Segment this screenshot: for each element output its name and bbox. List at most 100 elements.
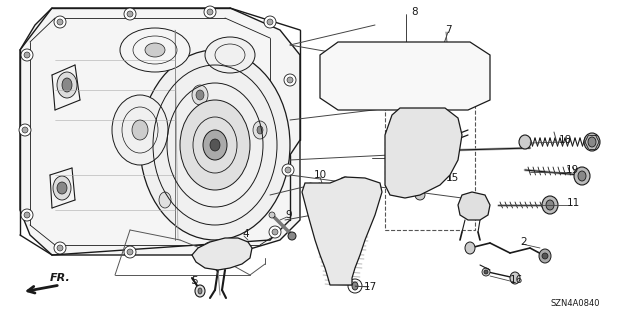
Text: 10: 10: [314, 170, 326, 180]
Ellipse shape: [413, 105, 423, 115]
Text: FR.: FR.: [50, 273, 71, 283]
Text: 12: 12: [209, 259, 221, 269]
Ellipse shape: [132, 120, 148, 140]
Text: 13: 13: [333, 188, 347, 198]
Ellipse shape: [257, 126, 263, 134]
Ellipse shape: [446, 59, 470, 87]
Ellipse shape: [124, 8, 136, 20]
Ellipse shape: [21, 49, 33, 61]
Ellipse shape: [578, 171, 586, 181]
Ellipse shape: [21, 209, 33, 221]
Ellipse shape: [542, 253, 548, 259]
Text: 5: 5: [191, 276, 197, 286]
Ellipse shape: [452, 66, 464, 80]
Text: 3: 3: [397, 60, 403, 70]
Ellipse shape: [287, 77, 293, 83]
Ellipse shape: [285, 167, 291, 173]
Text: 4: 4: [243, 229, 250, 239]
Ellipse shape: [57, 245, 63, 251]
Ellipse shape: [284, 74, 296, 86]
Text: 17: 17: [364, 282, 376, 292]
Ellipse shape: [352, 282, 358, 290]
Ellipse shape: [196, 90, 204, 100]
Ellipse shape: [414, 161, 426, 175]
Ellipse shape: [124, 246, 136, 258]
Ellipse shape: [127, 11, 133, 17]
Text: SZN4A0840: SZN4A0840: [550, 299, 600, 308]
Text: 9: 9: [285, 210, 292, 220]
Ellipse shape: [205, 37, 255, 73]
Ellipse shape: [57, 182, 67, 194]
Ellipse shape: [484, 270, 488, 274]
Ellipse shape: [465, 242, 475, 254]
Ellipse shape: [415, 190, 425, 200]
Ellipse shape: [264, 16, 276, 28]
Text: 6: 6: [388, 153, 396, 163]
Text: 1: 1: [468, 195, 476, 205]
Ellipse shape: [574, 167, 590, 185]
Ellipse shape: [210, 139, 220, 151]
Ellipse shape: [24, 212, 30, 218]
Ellipse shape: [57, 19, 63, 25]
Ellipse shape: [204, 242, 216, 254]
Ellipse shape: [510, 272, 520, 284]
Ellipse shape: [588, 137, 596, 147]
Ellipse shape: [54, 242, 66, 254]
Ellipse shape: [180, 100, 250, 190]
Text: 16: 16: [509, 275, 523, 285]
Ellipse shape: [272, 229, 278, 235]
Ellipse shape: [253, 121, 267, 139]
Text: 11: 11: [566, 198, 580, 208]
Ellipse shape: [267, 19, 273, 25]
Ellipse shape: [269, 226, 281, 238]
Ellipse shape: [19, 124, 31, 136]
Text: 8: 8: [412, 7, 419, 17]
Ellipse shape: [214, 249, 222, 257]
Ellipse shape: [542, 196, 558, 214]
Ellipse shape: [519, 135, 531, 149]
Text: 7: 7: [445, 25, 451, 35]
Ellipse shape: [53, 176, 71, 200]
Ellipse shape: [127, 249, 133, 255]
Ellipse shape: [62, 78, 72, 92]
Ellipse shape: [192, 85, 208, 105]
Polygon shape: [302, 177, 382, 285]
Ellipse shape: [159, 192, 171, 208]
Text: 15: 15: [445, 173, 459, 183]
Ellipse shape: [539, 249, 551, 263]
Ellipse shape: [207, 9, 213, 15]
Ellipse shape: [282, 164, 294, 176]
Polygon shape: [192, 238, 252, 270]
Polygon shape: [20, 8, 300, 255]
Ellipse shape: [145, 43, 165, 57]
Ellipse shape: [269, 212, 275, 218]
Text: 14: 14: [428, 103, 442, 113]
Ellipse shape: [340, 194, 350, 206]
Ellipse shape: [22, 127, 28, 133]
Ellipse shape: [209, 259, 215, 265]
Polygon shape: [458, 192, 490, 220]
Polygon shape: [320, 42, 490, 110]
Ellipse shape: [288, 232, 296, 240]
Ellipse shape: [584, 133, 600, 151]
Ellipse shape: [24, 52, 30, 58]
Ellipse shape: [140, 50, 290, 240]
Text: 19: 19: [565, 165, 579, 175]
Ellipse shape: [57, 72, 77, 98]
Ellipse shape: [112, 95, 168, 165]
Ellipse shape: [54, 16, 66, 28]
Ellipse shape: [203, 130, 227, 160]
Ellipse shape: [120, 28, 190, 72]
Ellipse shape: [207, 245, 213, 251]
Ellipse shape: [195, 285, 205, 297]
Ellipse shape: [546, 200, 554, 210]
Ellipse shape: [413, 122, 427, 138]
Bar: [385, 100, 475, 230]
Ellipse shape: [482, 268, 490, 276]
Ellipse shape: [414, 55, 446, 91]
Text: 2: 2: [521, 237, 527, 247]
Polygon shape: [385, 108, 462, 198]
Ellipse shape: [339, 177, 351, 189]
Ellipse shape: [204, 6, 216, 18]
Text: 18: 18: [558, 135, 572, 145]
